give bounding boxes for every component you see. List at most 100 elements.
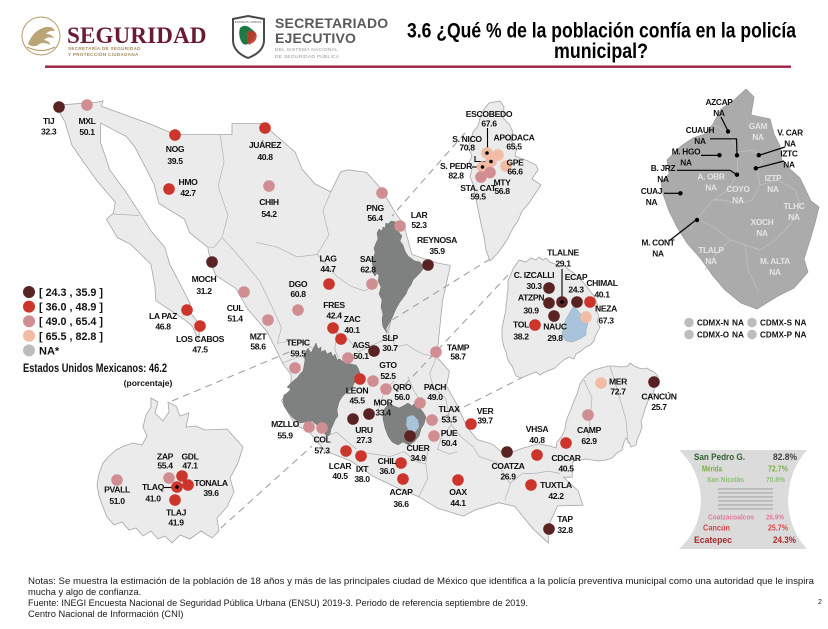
svg-text:LAR: LAR	[411, 210, 429, 220]
svg-text:25.7: 25.7	[651, 402, 667, 412]
svg-text:51.0: 51.0	[109, 496, 125, 506]
svg-text:NA*: NA*	[39, 345, 60, 357]
svg-text:[ 65.5 , 82.8 ]: [ 65.5 , 82.8 ]	[39, 331, 103, 343]
svg-text:CUAUH: CUAUH	[686, 125, 715, 135]
svg-text:70.8: 70.8	[459, 143, 475, 153]
svg-text:DGO: DGO	[289, 279, 308, 289]
svg-text:40.1: 40.1	[594, 290, 610, 300]
svg-text:82.8%: 82.8%	[773, 452, 797, 463]
svg-text:41.9: 41.9	[168, 518, 184, 528]
svg-text:NA: NA	[756, 228, 768, 238]
svg-text:50.1: 50.1	[79, 127, 95, 137]
svg-text:35.9: 35.9	[429, 246, 445, 256]
svg-text:44.1: 44.1	[450, 498, 466, 508]
svg-text:36.0: 36.0	[379, 466, 395, 476]
svg-text:MOR: MOR	[374, 398, 394, 408]
svg-text:ATZPN: ATZPN	[518, 293, 544, 303]
svg-text:NA: NA	[680, 158, 692, 168]
svg-text:TLHC: TLHC	[784, 201, 805, 211]
svg-text:56.8: 56.8	[494, 186, 510, 196]
svg-text:MOCH: MOCH	[192, 274, 217, 284]
svg-text:APODACA: APODACA	[494, 133, 535, 143]
svg-text:SECRETARIADO: SECRETARIADO	[275, 15, 388, 31]
svg-text:TLAQ: TLAQ	[142, 482, 165, 492]
svg-text:mucha y algo de confianza.: mucha y algo de confianza.	[28, 587, 141, 597]
svg-text:MZT: MZT	[250, 332, 268, 342]
svg-text:56.4: 56.4	[367, 213, 383, 223]
svg-text:26.9: 26.9	[500, 472, 516, 482]
svg-text:60.8: 60.8	[290, 289, 306, 299]
svg-text:29.8: 29.8	[547, 333, 563, 343]
svg-text:MER: MER	[609, 377, 628, 387]
svg-text:NA: NA	[694, 136, 706, 146]
svg-text:FRES: FRES	[323, 300, 345, 310]
svg-text:33.4: 33.4	[375, 408, 391, 418]
svg-text:31.2: 31.2	[196, 286, 212, 296]
svg-text:ESCOBEDO: ESCOBEDO	[466, 109, 513, 119]
svg-text:NA: NA	[732, 318, 744, 328]
svg-text:32.3: 32.3	[41, 127, 57, 137]
svg-text:CANCÚN: CANCÚN	[641, 391, 676, 402]
svg-text:A. OBR: A. OBR	[697, 172, 725, 182]
svg-text:AZCAP: AZCAP	[705, 97, 733, 107]
svg-text:GTO: GTO	[379, 360, 397, 370]
svg-text:50.1: 50.1	[353, 351, 369, 361]
svg-text:TLAX: TLAX	[438, 404, 460, 414]
svg-text:LOS CABOS: LOS CABOS	[176, 334, 225, 344]
svg-text:MZLLO: MZLLO	[271, 419, 300, 429]
svg-text:38.2: 38.2	[513, 332, 529, 342]
svg-text:[ 24.3 , 35.9 ]: [ 24.3 , 35.9 ]	[39, 287, 103, 299]
svg-text:TAP: TAP	[557, 514, 573, 524]
svg-text:24.3: 24.3	[568, 285, 584, 295]
svg-text:PACH: PACH	[424, 382, 446, 392]
svg-text:39.5: 39.5	[167, 156, 183, 166]
svg-text:NEZA: NEZA	[595, 304, 617, 314]
svg-text:Mérida: Mérida	[702, 465, 723, 474]
svg-text:S. PEDR: S. PEDR	[440, 161, 473, 171]
svg-text:[ 36.0 , 48.9 ]: [ 36.0 , 48.9 ]	[39, 302, 103, 314]
svg-text:Ecatepec: Ecatepec	[694, 535, 732, 546]
svg-text:ESTADOS UNIDOS: ESTADOS UNIDOS	[235, 20, 262, 24]
svg-text:52.5: 52.5	[380, 371, 396, 381]
svg-text:40.8: 40.8	[257, 152, 273, 162]
svg-text:IXT: IXT	[356, 464, 369, 474]
svg-text:TUXTLA: TUXTLA	[540, 480, 572, 490]
svg-text:PVALL: PVALL	[104, 485, 130, 495]
svg-text:B. JRZ: B. JRZ	[651, 163, 676, 173]
svg-text:IZTP: IZTP	[765, 173, 783, 183]
svg-text:56.0: 56.0	[394, 392, 410, 402]
svg-text:54.2: 54.2	[261, 209, 277, 219]
svg-text:NA: NA	[652, 249, 664, 259]
svg-text:Fuente: INEGI Encuesta Naciona: Fuente: INEGI Encuesta Nacional de Segur…	[28, 598, 528, 608]
svg-text:ECAP: ECAP	[565, 272, 588, 282]
svg-text:NA: NA	[713, 108, 725, 118]
svg-text:66.6: 66.6	[507, 167, 523, 177]
svg-text:30.9: 30.9	[523, 306, 539, 316]
svg-text:CHIL: CHIL	[378, 456, 397, 466]
svg-text:38.0: 38.0	[354, 474, 370, 484]
svg-text:NA: NA	[705, 183, 717, 193]
svg-text:70.8%: 70.8%	[766, 475, 786, 484]
svg-text:San Nicolás: San Nicolás	[707, 475, 744, 484]
svg-text:CAMP: CAMP	[577, 425, 602, 435]
svg-text:NA: NA	[752, 132, 764, 142]
svg-text:24.3%: 24.3%	[773, 535, 796, 546]
svg-text:JUÁREZ: JUÁREZ	[249, 140, 281, 150]
svg-text:PUE: PUE	[441, 428, 458, 438]
svg-text:San Pedro G.: San Pedro G.	[694, 452, 745, 463]
svg-text:Notas: Se muestra la estimació: Notas: Se muestra la estimación de la po…	[28, 576, 815, 586]
svg-text:CHIMAL: CHIMAL	[586, 278, 617, 288]
svg-text:NA: NA	[784, 139, 796, 149]
svg-text:59.5: 59.5	[470, 192, 486, 202]
svg-text:SAL: SAL	[360, 254, 376, 264]
svg-text:GPE: GPE	[506, 158, 524, 168]
svg-text:municipal?: municipal?	[554, 40, 648, 63]
svg-text:TLALP: TLALP	[698, 245, 724, 255]
svg-text:82.8: 82.8	[448, 171, 464, 181]
svg-text:(porcentaje): (porcentaje)	[124, 378, 173, 388]
svg-text:27.3: 27.3	[356, 435, 372, 445]
svg-text:30.7: 30.7	[382, 343, 398, 353]
svg-text:M. HGO: M. HGO	[672, 147, 701, 157]
svg-text:47.1: 47.1	[182, 461, 198, 471]
svg-text:NOG: NOG	[166, 144, 185, 154]
